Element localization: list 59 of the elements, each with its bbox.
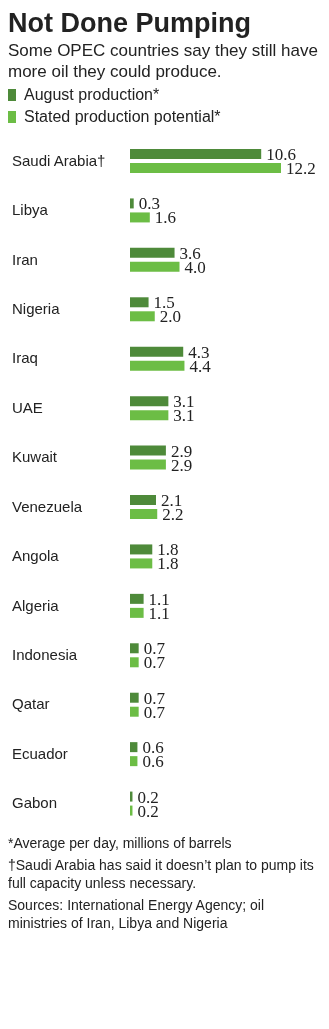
bar bbox=[130, 607, 144, 618]
chart-subtitle: Some OPEC countries say they still have more oil they could produce. bbox=[8, 40, 319, 82]
data-label: 0.6 bbox=[142, 752, 164, 772]
y-tick-label: Venezuela bbox=[12, 497, 83, 515]
bar bbox=[130, 396, 169, 407]
bar bbox=[130, 410, 169, 421]
bar bbox=[130, 445, 166, 456]
y-tick-label: Iraq bbox=[12, 349, 38, 367]
data-label: 3.6 bbox=[179, 243, 201, 263]
bar bbox=[130, 149, 262, 159]
bar bbox=[130, 544, 153, 555]
data-label: 0.7 bbox=[143, 688, 166, 708]
bar bbox=[130, 706, 139, 717]
y-tick-label: Angola bbox=[12, 547, 60, 565]
bar bbox=[130, 692, 139, 703]
data-label: 2.9 bbox=[170, 441, 193, 461]
y-tick-label: Libya bbox=[12, 201, 49, 219]
y-tick-label: Saudi Arabia† bbox=[12, 151, 106, 169]
bar bbox=[130, 212, 150, 223]
data-label: 1.1 bbox=[148, 589, 170, 609]
data-label: 2.0 bbox=[159, 307, 181, 327]
bar bbox=[130, 558, 153, 569]
bar bbox=[130, 163, 281, 173]
bar bbox=[130, 360, 185, 371]
y-tick-label: Ecuador bbox=[12, 744, 68, 762]
bar bbox=[130, 198, 134, 209]
text: *Average per day, millions of barrels bbox=[8, 834, 233, 852]
bar bbox=[130, 495, 156, 505]
data-label: 3.1 bbox=[173, 406, 195, 426]
y-tick-label: Nigeria bbox=[12, 300, 61, 317]
bar bbox=[130, 297, 149, 308]
bar bbox=[130, 742, 138, 753]
y-tick-label: Algeria bbox=[12, 596, 60, 614]
data-label: 4.3 bbox=[188, 342, 210, 362]
data-label: 1.8 bbox=[157, 554, 179, 574]
source-note: Sources: International Energy Agency; oil ministries of Iran, Libya and Nigeria bbox=[8, 896, 266, 932]
legend-label: Stated production potential* bbox=[24, 107, 221, 127]
data-label: 0.2 bbox=[137, 787, 159, 807]
data-label: 0.7 bbox=[143, 653, 166, 673]
bar bbox=[130, 657, 139, 668]
bar bbox=[130, 346, 184, 357]
bar bbox=[130, 261, 180, 272]
bar bbox=[130, 311, 155, 322]
bar bbox=[130, 643, 139, 654]
text: †Saudi Arabia has said it doesn’t plan to pump its full capacity unless necessary. bbox=[8, 856, 315, 892]
y-tick-label: UAE bbox=[12, 398, 43, 416]
y-tick-label: Gabon bbox=[12, 794, 58, 812]
bar bbox=[130, 247, 175, 258]
bar bbox=[130, 756, 138, 767]
y-tick-label: Iran bbox=[12, 250, 38, 268]
data-label: 1.6 bbox=[154, 208, 177, 228]
chart-title: Not Done Pumping bbox=[8, 8, 252, 38]
bar bbox=[130, 459, 166, 470]
y-tick-label: Qatar bbox=[12, 695, 50, 713]
legend-label: August production* bbox=[24, 85, 160, 105]
y-tick-label: Indonesia bbox=[12, 646, 78, 663]
bar bbox=[130, 593, 144, 604]
bar bbox=[130, 509, 158, 519]
y-tick-label: Kuwait bbox=[12, 448, 58, 466]
